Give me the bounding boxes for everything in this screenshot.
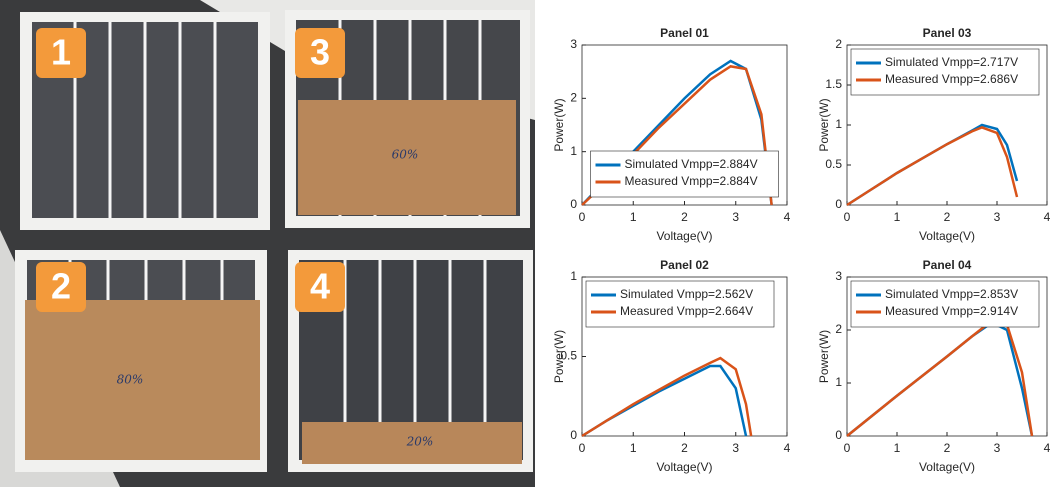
x-tick-label: 3 [732, 210, 739, 224]
x-tick-label: 1 [630, 441, 637, 455]
x-tick-label: 2 [681, 210, 688, 224]
legend-box [590, 150, 779, 198]
y-axis-label: Power(W) [552, 98, 566, 151]
x-tick-label: 2 [681, 441, 688, 455]
y-tick-label: 1.5 [825, 77, 842, 91]
photo-note: 60% [392, 148, 419, 162]
x-axis-label: Voltage(V) [919, 460, 975, 474]
x-axis-label: Voltage(V) [656, 460, 712, 474]
y-tick-label: 0 [835, 428, 842, 442]
y-tick-label: 1 [835, 117, 842, 131]
y-axis-label: Power(W) [817, 330, 831, 383]
y-tick-label: 2 [835, 322, 842, 336]
photo-label: 4 [310, 266, 330, 307]
chart-title: Panel 01 [660, 26, 709, 40]
legend-entry: Simulated Vmpp=2.717V [885, 55, 1018, 69]
chart-title: Panel 02 [660, 258, 709, 272]
photo-label: 3 [310, 32, 330, 73]
y-tick-label: 0.5 [560, 349, 577, 363]
legend-entry: Simulated Vmpp=2.884V [625, 157, 758, 171]
legend-entry: Simulated Vmpp=2.562V [620, 287, 753, 301]
x-tick-label: 3 [994, 210, 1001, 224]
y-tick-label: 2 [835, 37, 842, 51]
data-line [846, 319, 1034, 437]
x-tick-label: 3 [732, 441, 739, 455]
photo-label: 2 [51, 266, 71, 307]
photo-note: 20% [406, 435, 434, 449]
x-tick-label: 0 [844, 441, 851, 455]
data-line [581, 356, 753, 438]
y-axis-label: Power(W) [817, 98, 831, 151]
photo: 1 2 3 4 60% 80% 20% [0, 0, 535, 487]
chart-title: Panel 04 [923, 258, 972, 272]
y-tick-label: 2 [570, 91, 577, 105]
x-tick-label: 0 [579, 210, 586, 224]
photo-note: 80% [117, 373, 144, 387]
y-tick-label: 0.5 [825, 157, 842, 171]
x-tick-label: 4 [1044, 441, 1051, 455]
data-line [846, 126, 1019, 207]
x-tick-label: 2 [944, 210, 951, 224]
y-tick-label: 0 [570, 428, 577, 442]
x-tick-label: 0 [844, 210, 851, 224]
x-axis-label: Voltage(V) [919, 229, 975, 243]
x-axis-label: Voltage(V) [656, 229, 712, 243]
y-tick-label: 3 [835, 269, 842, 283]
y-tick-label: 0 [570, 197, 577, 211]
x-tick-label: 3 [994, 441, 1001, 455]
legend-box [585, 280, 775, 328]
x-tick-label: 4 [784, 441, 791, 455]
legend-entry: Measured Vmpp=2.914V [885, 304, 1018, 318]
photo-label: 1 [51, 32, 71, 73]
legend-entry: Measured Vmpp=2.664V [620, 304, 753, 318]
x-tick-label: 1 [630, 210, 637, 224]
y-tick-label: 3 [570, 37, 577, 51]
y-tick-label: 1 [570, 269, 577, 283]
legend-box [850, 280, 1040, 328]
legend-box [850, 48, 1040, 96]
legend-entry: Simulated Vmpp=2.853V [885, 287, 1018, 301]
chart-title: Panel 03 [923, 26, 972, 40]
x-tick-label: 1 [894, 210, 901, 224]
x-tick-label: 0 [579, 441, 586, 455]
y-tick-label: 1 [570, 144, 577, 158]
x-tick-label: 4 [784, 210, 791, 224]
y-tick-label: 1 [835, 375, 842, 389]
y-axis-label: Power(W) [552, 330, 566, 383]
x-tick-label: 4 [1044, 210, 1051, 224]
y-tick-label: 0 [835, 197, 842, 211]
x-tick-label: 2 [944, 441, 951, 455]
legend-entry: Measured Vmpp=2.686V [885, 72, 1018, 86]
legend-entry: Measured Vmpp=2.884V [625, 174, 758, 188]
x-tick-label: 1 [894, 441, 901, 455]
